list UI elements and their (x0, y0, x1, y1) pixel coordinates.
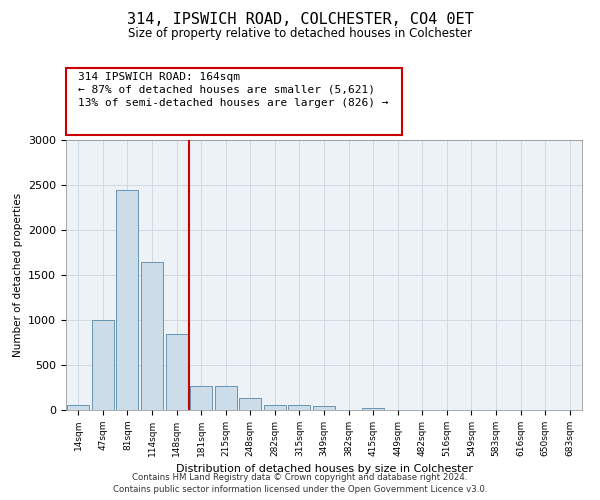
Y-axis label: Number of detached properties: Number of detached properties (13, 193, 23, 357)
Bar (313, 406, 335, 410)
Bar (362, 408, 384, 410)
Bar (67, 404, 89, 410)
Text: 314, IPSWICH ROAD, COLCHESTER, CO4 0ET: 314, IPSWICH ROAD, COLCHESTER, CO4 0ET (127, 12, 473, 28)
Bar (166, 334, 188, 410)
Text: Size of property relative to detached houses in Colchester: Size of property relative to detached ho… (128, 28, 472, 40)
X-axis label: Distribution of detached houses by size in Colchester: Distribution of detached houses by size … (176, 464, 473, 474)
Bar (215, 386, 237, 410)
Bar (239, 398, 262, 410)
Text: 314 IPSWICH ROAD: 164sqm
← 87% of detached houses are smaller (5,621)
13% of sem: 314 IPSWICH ROAD: 164sqm ← 87% of detach… (78, 72, 389, 108)
Bar (92, 320, 114, 410)
Bar (116, 190, 139, 410)
Bar (289, 405, 310, 410)
Bar (141, 262, 163, 410)
Bar (190, 386, 212, 410)
Text: Contains public sector information licensed under the Open Government Licence v3: Contains public sector information licen… (113, 485, 487, 494)
Text: Contains HM Land Registry data © Crown copyright and database right 2024.: Contains HM Land Registry data © Crown c… (132, 474, 468, 482)
Bar (264, 404, 286, 410)
